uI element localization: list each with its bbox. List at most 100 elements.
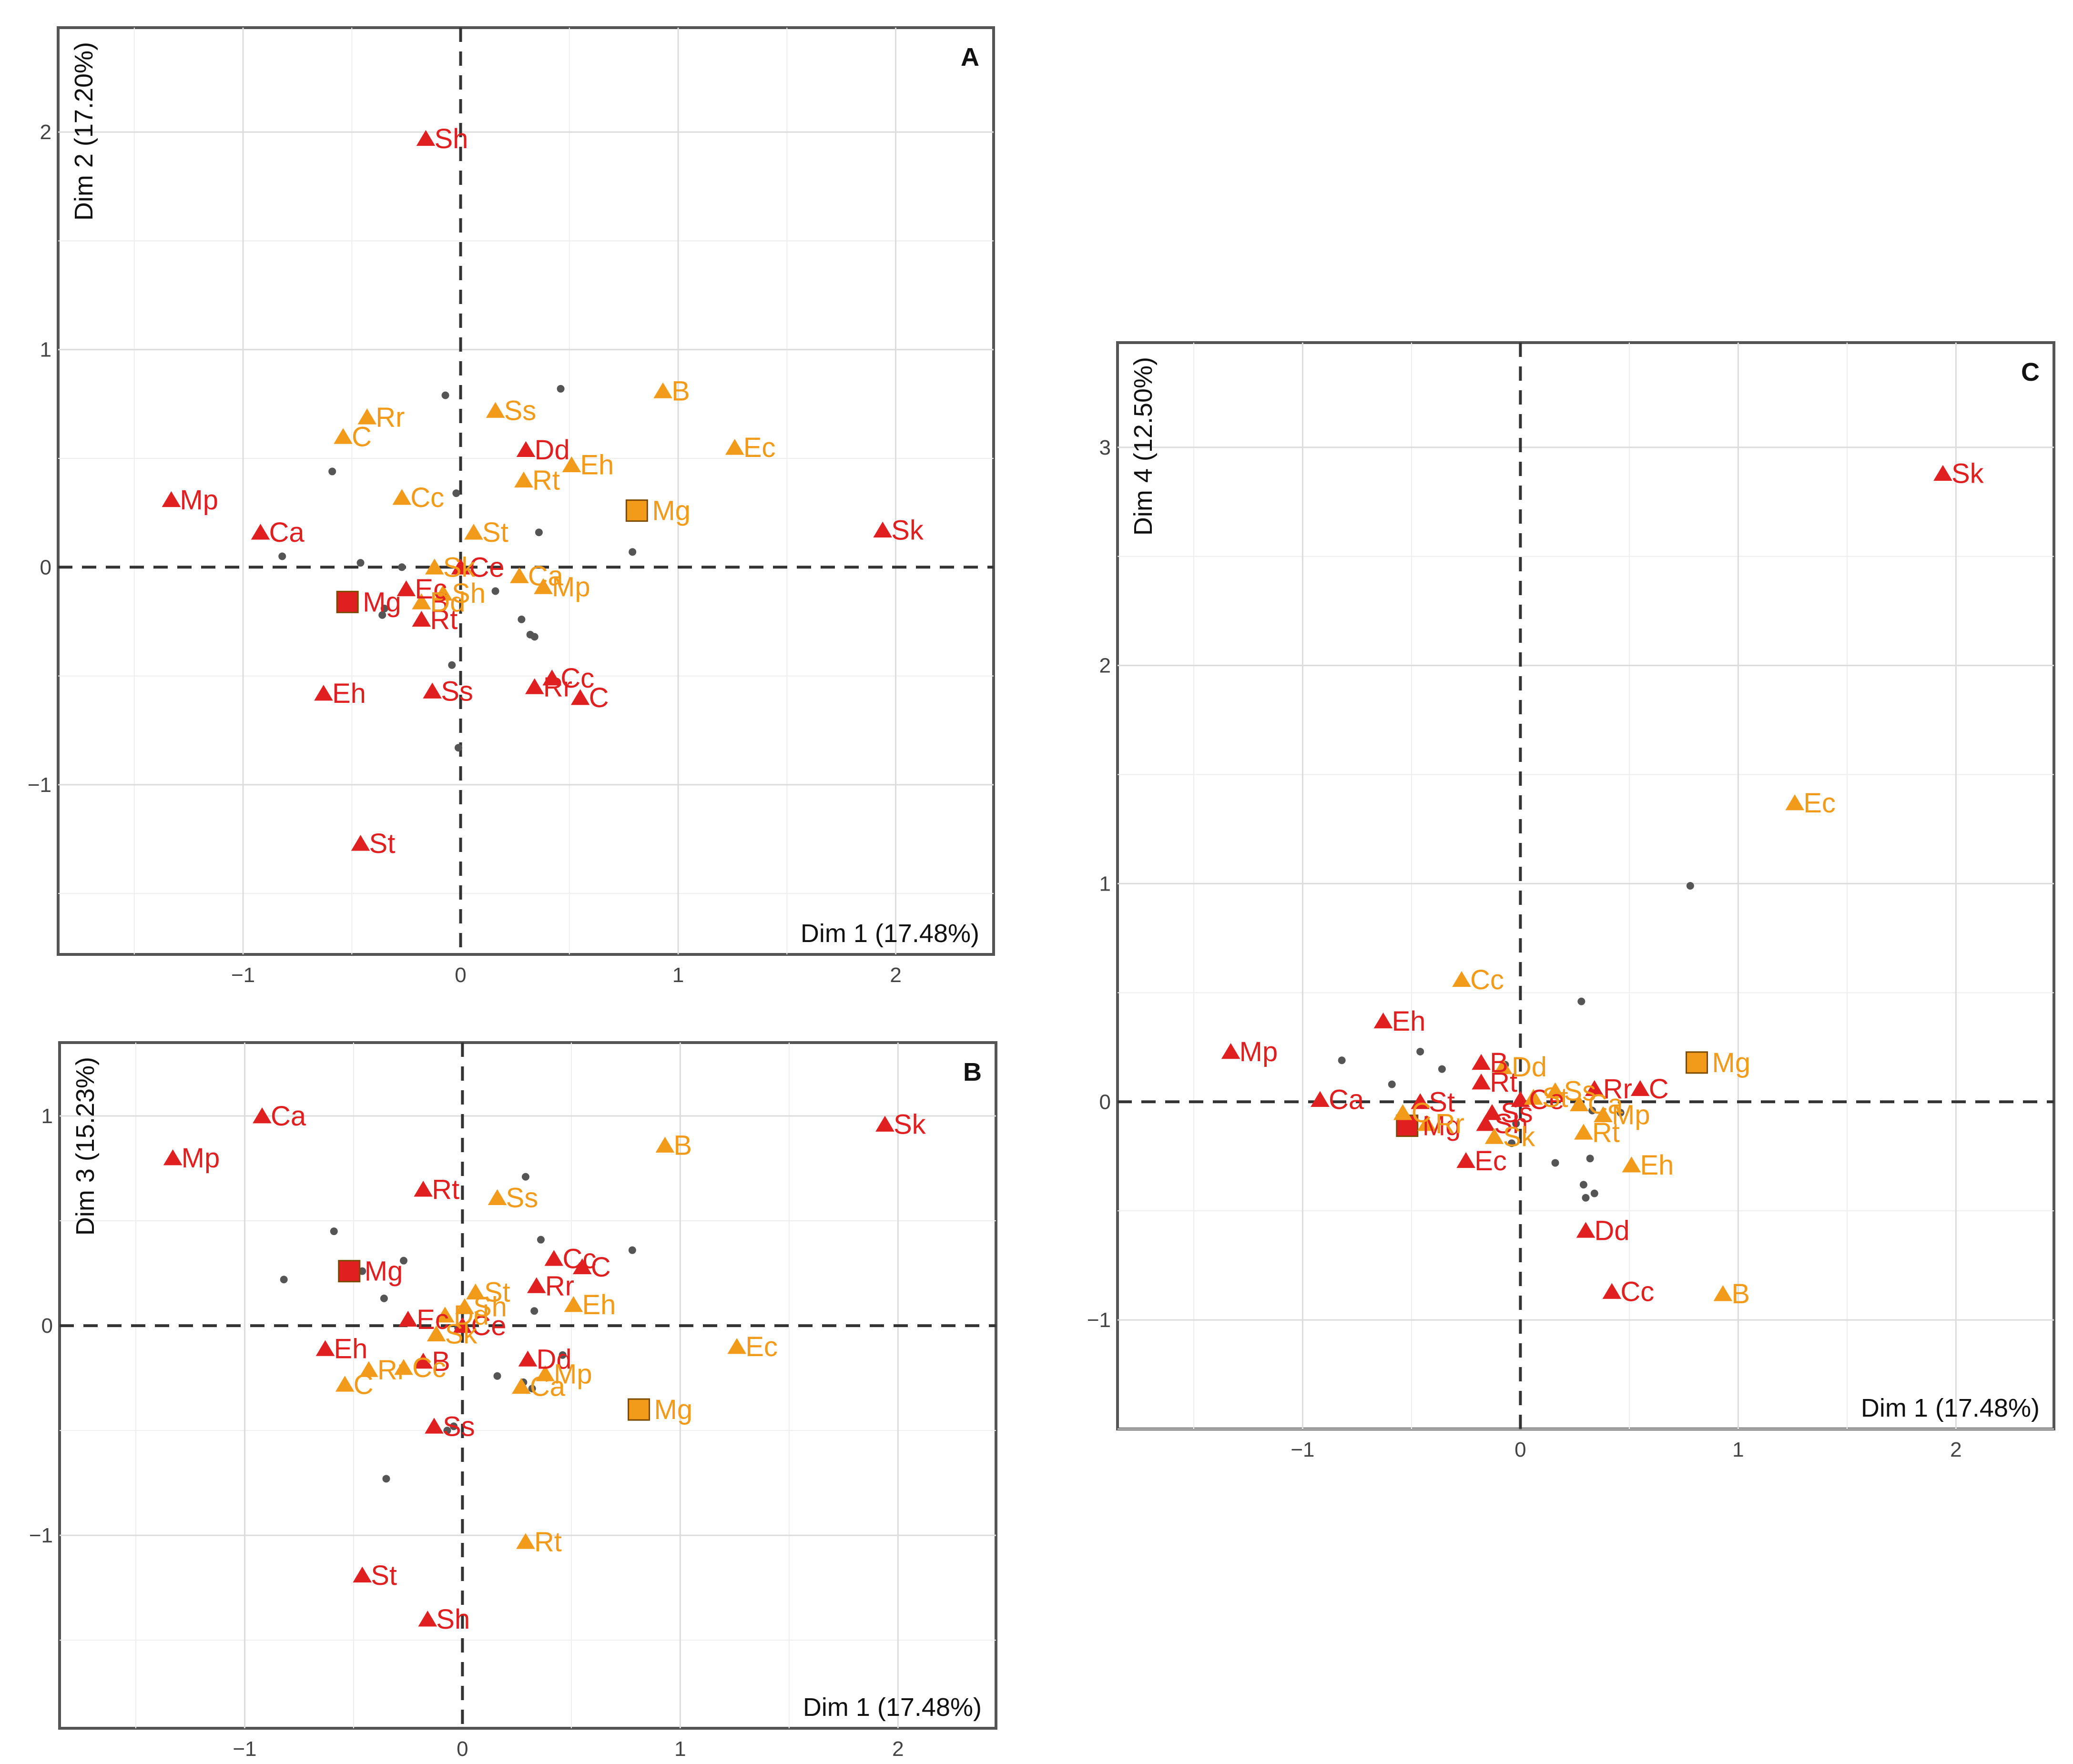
panel-b-orange-triangle-mp-label: Mp <box>554 1358 592 1389</box>
panel-c-orange-triangle-rt <box>1574 1124 1593 1140</box>
panel-a-orange-triangle-cc <box>392 489 412 505</box>
panel-b-individual-dot <box>493 1372 501 1380</box>
panel-c-red-triangle-dd <box>1576 1222 1595 1238</box>
panel-c-y-tick-label: −1 <box>1087 1308 1111 1332</box>
panel-a-individual-dot <box>530 633 539 641</box>
panel-a-individual-dot <box>629 548 637 556</box>
panel-b-red-square-mg-label: Mg <box>365 1256 403 1287</box>
panel-a-letter: A <box>961 43 979 71</box>
panel-c-frame <box>1116 341 2055 1430</box>
panel-c-y-axis-title: Dim 4 (12.50%) <box>1129 357 1158 536</box>
panel-c-individual-dot <box>1512 1120 1520 1128</box>
panel-b-red-triangle-sk-label: Sk <box>894 1109 926 1140</box>
panel-c-orange-triangle-sk <box>1484 1128 1504 1144</box>
panel-b-orange-triangle-st <box>466 1283 485 1299</box>
panel-a-y-tick-label: 1 <box>40 338 51 362</box>
panel-a-individual-dot <box>557 385 565 393</box>
panel-b-red-square-mg <box>338 1260 361 1283</box>
panel-a-red-triangle-eh-label: Eh <box>332 678 366 709</box>
panel-b-red-triangle-eh <box>315 1340 335 1356</box>
panel-c-orange-triangle-eh <box>1622 1156 1641 1173</box>
panel-c-red-triangle-sh <box>1476 1115 1495 1131</box>
panel-c-red-triangle-rr-label: Rr <box>1603 1074 1632 1105</box>
panel-c-red-triangle-ec-label: Ec <box>1474 1146 1507 1176</box>
panel-c-red-triangle-rr <box>1585 1080 1604 1096</box>
panel-b-red-triangle-ca <box>253 1107 272 1124</box>
panel-c-red-triangle-ca <box>1311 1091 1330 1107</box>
panel-a-red-triangle-ce <box>451 558 470 575</box>
panel-b-orange-triangle-rr-label: Rr <box>377 1354 406 1385</box>
panel-c-red-triangle-sk-label: Sk <box>1951 458 1984 489</box>
panel-b-orange-triangle-b-label: B <box>673 1130 692 1161</box>
panel-a-orange-triangle-rr-label: Rr <box>376 402 405 433</box>
panel-c-x-tick-label: 0 <box>1514 1438 1526 1461</box>
panel-c-orange-triangle-eh-label: Eh <box>1640 1150 1674 1181</box>
panel-a-plot: −1 0 1 2 −1 0 1 2 A Dim 1 (17.48%) Dim 2 (17.20%) M… <box>28 26 995 987</box>
panel-b-red-triangle-ce-label: Ce <box>471 1310 506 1341</box>
panel-b-individual-dot <box>450 1422 458 1430</box>
panel-a-red-triangle-c <box>570 689 590 705</box>
panel-c-orange-square-mg-label: Mg <box>1712 1047 1751 1078</box>
panel-a-red-triangle-dd-label: Dd <box>535 435 570 466</box>
panel-b-red-triangle-b <box>414 1352 433 1369</box>
panel-a-orange-triangle-ec-label: Ec <box>743 432 776 463</box>
panel-a-red-triangle-ca-label: Ca <box>269 517 305 548</box>
panel-b-orange-triangle-mp <box>536 1365 555 1381</box>
panel-a-x-tick-label: −1 <box>231 963 255 987</box>
panel-c-plot: −1 0 1 2 −1 0 1 2 3 C Dim 1 (17.48%) Dim 4 (12.50%)… <box>1087 341 2055 1461</box>
panel-b-frame <box>58 1041 997 1730</box>
panel-a-orange-triangle-rt <box>514 471 533 487</box>
panel-a-x-tick-label: 1 <box>672 963 684 987</box>
panel-c-red-triangle-c <box>1630 1080 1650 1096</box>
panel-b-red-triangle-b-label: B <box>432 1346 450 1377</box>
panel-c-orange-triangle-rr-label: Rr <box>1435 1108 1464 1139</box>
panel-c-orange-triangle-b <box>1713 1285 1733 1301</box>
panel-a-red-triangle-ss <box>423 682 442 699</box>
panel-a-y-tick-label: 0 <box>40 556 51 579</box>
panel-a-orange-triangle-mp-label: Mp <box>552 571 590 602</box>
panel-c-orange-triangle-c <box>1393 1104 1412 1120</box>
panel-a-red-triangle-st <box>351 835 370 851</box>
panel-c-x-tick-label: −1 <box>1291 1438 1314 1461</box>
panel-a-red-triangle-ss-label: Ss <box>441 676 473 707</box>
panel-b-red-triangle-dd-label: Dd <box>537 1344 572 1375</box>
panel-a-orange-triangle-ss-label: Ss <box>504 395 537 426</box>
panel-b-orange-triangle-sk-label: Sk <box>445 1319 478 1350</box>
panel-b-individual-dot <box>628 1246 636 1254</box>
panel-c-individual-dot <box>1438 1065 1446 1073</box>
panel-c-individual-dot <box>1551 1159 1559 1167</box>
panel-c-individual-dot <box>1586 1155 1594 1163</box>
panel-b-red-triangle-ec <box>398 1310 417 1327</box>
panel-c-red-triangle-c-label: C <box>1649 1074 1669 1105</box>
panel-b-orange-triangle-b <box>655 1136 675 1153</box>
panel-c-red-triangle-dd-label: Dd <box>1595 1215 1630 1246</box>
panel-c-x-tick-label: 2 <box>1950 1438 1961 1461</box>
panel-c-orange-triangle-cc <box>1452 971 1471 987</box>
panel-b-red-triangle-sh-label: Sh <box>436 1604 470 1635</box>
panel-b-orange-triangle-dd <box>436 1307 455 1323</box>
panel-a-orange-triangle-b <box>653 382 672 398</box>
panel-c-orange-triangle-c-label: C <box>1412 1097 1432 1128</box>
panel-a-orange-triangle-eh-label: Eh <box>580 450 614 481</box>
panel-a-x-tick-label: 2 <box>890 963 901 987</box>
panel-c-letter: C <box>2021 358 2040 386</box>
panel-b-red-triangle-sh <box>418 1611 437 1627</box>
panel-c-red-triangle-cc-label: Cc <box>1620 1277 1654 1308</box>
panel-a-individual-dot <box>448 661 456 669</box>
panel-c-orange-triangle-cc-label: Cc <box>1470 964 1504 995</box>
panel-a-red-triangle-rr-label: Rr <box>543 671 572 702</box>
panel-a-red-triangle-rr <box>525 678 544 694</box>
panel-c-red-triangle-st-label: St <box>1429 1086 1455 1117</box>
panel-a-red-triangle-sh <box>416 130 436 146</box>
panel-b-orange-triangle-ec <box>727 1338 746 1354</box>
panel-a-individual-dot <box>378 611 386 619</box>
panel-b-individual-dot <box>521 1173 529 1181</box>
panel-a-orange-triangle-sh <box>434 585 453 601</box>
panel-b-y-tick-label: 1 <box>41 1105 53 1128</box>
panel-b-orange-triangle-rt <box>516 1533 535 1549</box>
panel-a-orange-triangle-rr <box>357 408 377 425</box>
panel-c-individual-dot <box>1590 1189 1598 1197</box>
panel-c-orange-triangle-st <box>1524 1089 1543 1105</box>
panel-b-red-triangle-rr <box>527 1277 546 1293</box>
